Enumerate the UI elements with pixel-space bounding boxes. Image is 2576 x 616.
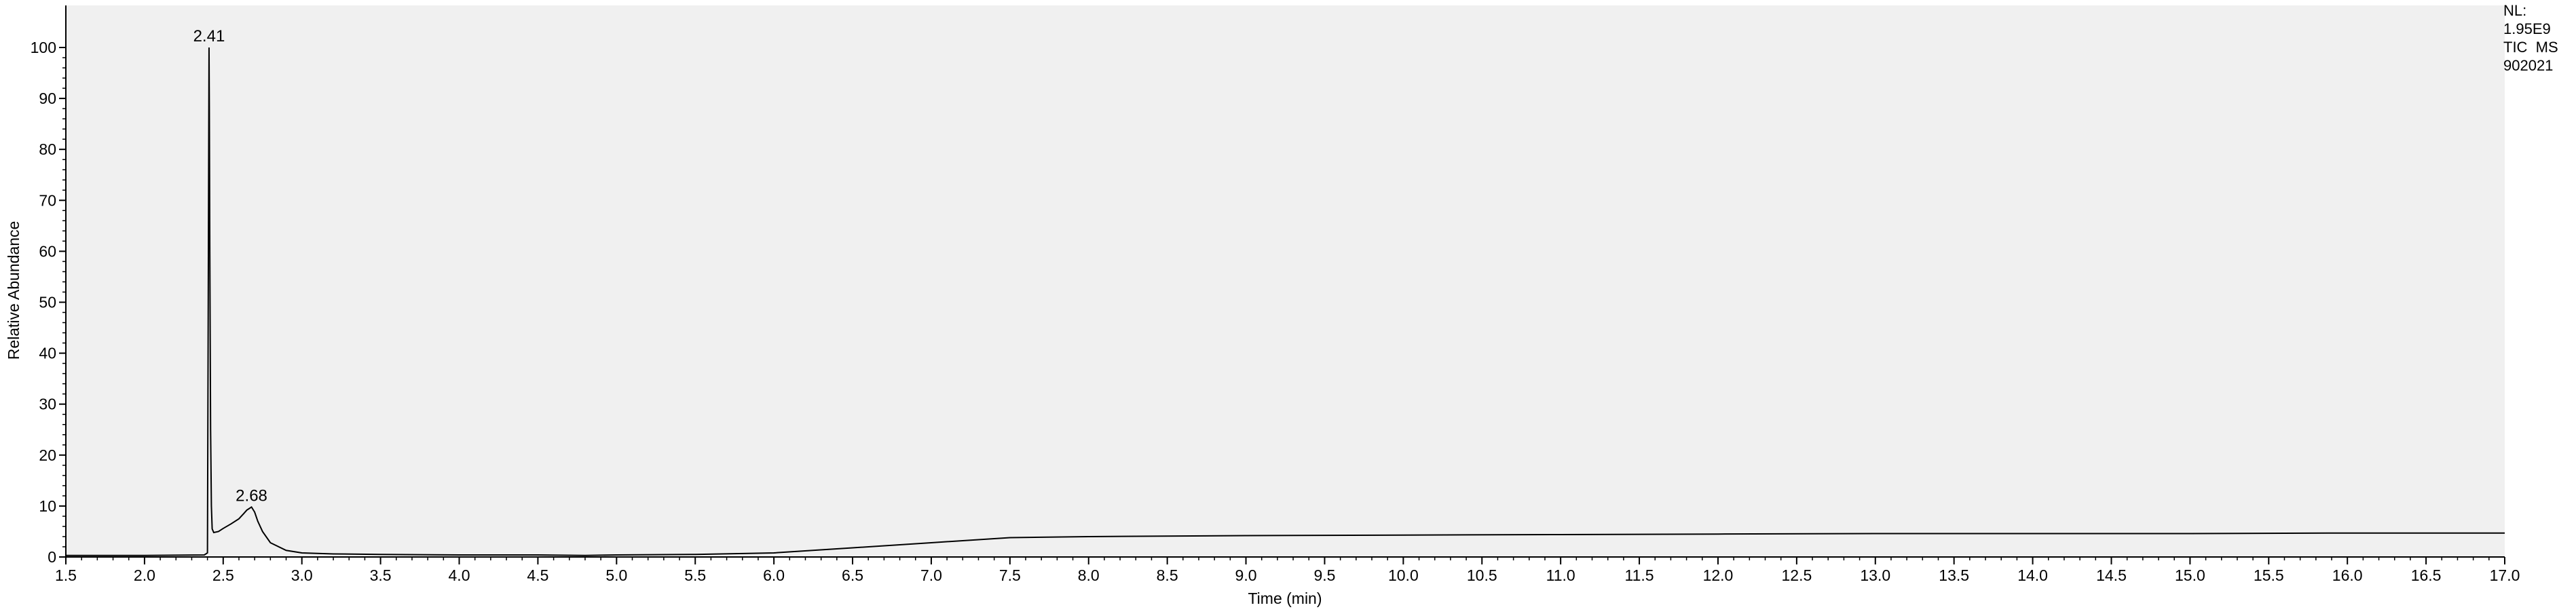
x-tick-label: 16.0 [2332,566,2363,584]
nl-value: 1.95E9 [2503,20,2551,37]
x-tick-label: 10.5 [1467,566,1497,584]
x-tick-label: 8.0 [1078,566,1100,584]
x-tick-label: 4.5 [527,566,548,584]
y-tick-label: 40 [39,345,56,362]
x-tick-label: 13.0 [1860,566,1890,584]
y-tick-label: 10 [39,497,56,515]
x-tick-label: 11.0 [1546,566,1575,584]
y-tick-label: 80 [39,140,56,158]
x-tick-label: 5.0 [605,566,627,584]
x-tick-label: 14.0 [2017,566,2048,584]
x-tick-label: 12.5 [1781,566,1812,584]
peak-label: 2.68 [236,486,267,505]
y-tick-label: 90 [39,90,56,107]
y-tick-label: 30 [39,396,56,413]
nl-label: NL: [2503,2,2527,19]
sample-id: 902021 [2503,57,2554,74]
x-tick-label: 10.0 [1388,566,1419,584]
x-tick-label: 7.5 [999,566,1021,584]
x-tick-label: 15.5 [2254,566,2284,584]
peak-label: 2.41 [193,27,225,45]
x-tick-label: 9.0 [1235,566,1257,584]
y-tick-label: 0 [48,548,56,566]
x-tick-label: 2.5 [212,566,234,584]
y-tick-label: 70 [39,191,56,209]
x-tick-label: 6.5 [842,566,863,584]
x-tick-label: 6.0 [763,566,785,584]
x-tick-label: 11.5 [1625,566,1654,584]
tic-trace-line [66,47,2505,556]
y-tick-label: 60 [39,242,56,260]
plot-background [66,5,2505,557]
y-tick-label: 20 [39,446,56,464]
x-tick-label: 4.0 [449,566,470,584]
x-axis-ticks: 1.5 2.0 2.5 3.0 3.5 4.0 4.5 5.0 5.5 6.0 6.5 7.0 7.5 8… [55,557,2520,584]
x-tick-label: 7.0 [920,566,942,584]
y-axis-ticks: 0 10 20 30 40 50 60 70 80 90 100 [31,39,66,566]
x-tick-label: 9.5 [1313,566,1335,584]
x-tick-label: 8.5 [1157,566,1178,584]
x-tick-label: 14.5 [2096,566,2127,584]
x-tick-label: 3.5 [370,566,392,584]
x-tick-label: 16.5 [2411,566,2442,584]
normalization-info: NL: 1.95E9 TIC MS 902021 [2503,1,2558,75]
y-tick-label: 50 [39,294,56,311]
y-tick-label: 100 [31,39,56,56]
y-axis-title: Relative Abundance [5,221,22,360]
scan-filter: TIC MS [2503,39,2558,56]
x-tick-label: 12.0 [1703,566,1734,584]
x-tick-label: 2.0 [134,566,155,584]
peak-labels: 2.41 2.68 [193,27,267,505]
x-tick-label: 1.5 [55,566,77,584]
x-axis-title: Time (min) [1248,590,1322,607]
x-tick-label: 3.0 [291,566,313,584]
x-tick-label: 13.5 [1939,566,1969,584]
x-tick-label: 15.0 [2175,566,2205,584]
x-tick-label: 17.0 [2490,566,2520,584]
x-tick-label: 5.5 [684,566,706,584]
